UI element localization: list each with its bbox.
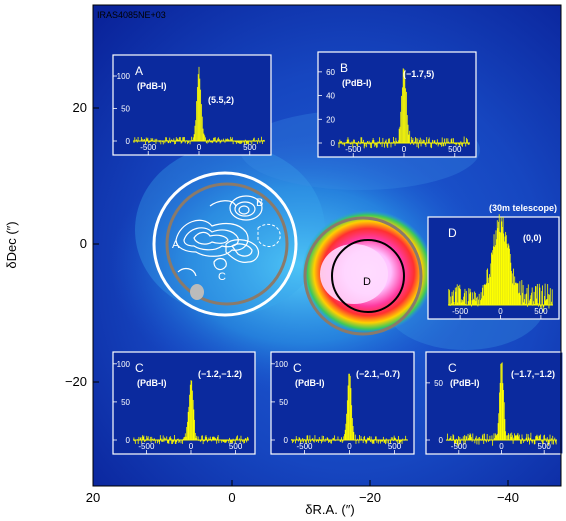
inset-x-tick-label: 0: [499, 442, 504, 451]
inset-tag: (30m telescope): [489, 203, 557, 213]
inset-y-tick-label: 100: [117, 360, 131, 369]
inset-x-tick-label: 500: [229, 442, 243, 451]
inset-coord: (−1.7,−1.2): [511, 369, 555, 379]
inset-y-tick-label: 0: [439, 436, 444, 445]
inset-y-tick-label: 20: [326, 115, 335, 124]
inset-id: D: [448, 226, 457, 240]
x-axis-label: δR.A. (″): [305, 502, 354, 517]
inset-x-tick-label: 0: [498, 307, 503, 316]
inset-tag: (PdB-I): [137, 81, 167, 91]
inset-frame: [317, 51, 477, 158]
y-tick-label: −20: [65, 374, 87, 389]
inset-y-tick-label: 50: [279, 398, 288, 407]
source-name: IRAS4085NE+03: [97, 10, 166, 20]
inset-x-tick-label: 500: [448, 145, 462, 154]
contours: [175, 195, 263, 277]
aperture-left: [152, 171, 298, 317]
inset-coord: (0,0): [523, 233, 542, 243]
inset-id: C: [448, 361, 457, 375]
inset-x-tick-label: -500: [140, 143, 157, 152]
inset-tag: (PdB-I): [450, 378, 480, 388]
y-tick-label: 20: [73, 100, 87, 115]
y-axis-ticks: −20 0 20: [65, 100, 99, 389]
y-tick-label: 0: [80, 236, 87, 251]
inset-y-tick-label: 50: [121, 105, 130, 114]
inset-tag: (PdB-I): [137, 378, 167, 388]
inset-x-tick-label: -500: [451, 442, 468, 451]
inset-y-tick-label: 40: [326, 92, 335, 101]
x-tick-label: −40: [497, 490, 519, 505]
inset-x-tick-label: 0: [402, 145, 407, 154]
region-label-c: C: [218, 271, 226, 283]
inset-id: A: [135, 64, 143, 78]
dashed-contour: [257, 223, 281, 247]
inset-spectrum-4: -500 0 500 0 50 100 C (PdB-I) (−1.2,−1.2): [112, 351, 256, 455]
inset-coord: (−1.2,−1.2): [198, 369, 242, 379]
inset-x-tick-label: -500: [296, 442, 313, 451]
inset-x-tick-label: 0: [197, 143, 202, 152]
inset-spectrum-2: -500 0 500 0 20 40 60 B (PdB-I) (−1.7,5): [317, 51, 477, 158]
inset-tag: (PdB-I): [295, 378, 325, 388]
inset-id: C: [135, 361, 144, 375]
inset-y-tick-label: 0: [284, 436, 289, 445]
inset-spectrum-5: -500 0 500 0 50 100 C (PdB-I) (−2.1,−0.7): [270, 351, 415, 455]
inset-id: B: [340, 61, 348, 75]
inset-x-tick-label: -500: [452, 307, 469, 316]
inset-coord: (5.5,2): [208, 95, 234, 105]
inset-y-tick-label: 100: [117, 72, 131, 81]
inset-x-tick-label: 0: [189, 442, 194, 451]
region-label-a: A: [172, 239, 180, 251]
inset-frame: [112, 351, 256, 455]
inset-x-tick-label: 500: [388, 442, 402, 451]
inset-tag: (PdB-I): [342, 78, 372, 88]
inset-id: C: [293, 361, 302, 375]
inset-spectrum-6: -500 0 500 0 50 C (PdB-I) (−1.7,−1.2): [425, 351, 564, 455]
aperture-outer-ring: [152, 171, 298, 317]
inset-y-tick-label: 0: [126, 436, 131, 445]
x-tick-label: −20: [359, 490, 381, 505]
region-label-b: B: [256, 197, 263, 209]
y-axis-label: δDec (″): [4, 221, 19, 268]
beam-ellipse: [190, 284, 204, 300]
aperture-d: [303, 216, 423, 336]
inset-x-tick-label: -500: [138, 442, 155, 451]
aperture-d-inner-ring: [331, 239, 405, 313]
inset-coord: (−1.7,5): [403, 69, 434, 79]
inset-y-tick-label: 50: [434, 379, 443, 388]
inset-spectrum-1: -500 0 500 0 50 100 A (PdB-I) (5.5,2): [112, 54, 272, 156]
inset-y-tick-label: 0: [126, 137, 131, 146]
inset-x-tick-label: 500: [534, 307, 548, 316]
inset-coord: (−2.1,−0.7): [356, 369, 400, 379]
inset-x-tick-label: 0: [347, 442, 352, 451]
inset-y-tick-label: 100: [275, 360, 289, 369]
inset-y-tick-label: 60: [326, 68, 335, 77]
inset-x-tick-label: -500: [345, 145, 362, 154]
region-label-d: D: [363, 276, 371, 288]
x-axis-ticks: 20 0 −20 −40: [86, 480, 519, 505]
inset-y-tick-label: 0: [331, 139, 336, 148]
x-tick-label: 0: [228, 490, 235, 505]
aperture-d-outer-ring: [303, 216, 423, 336]
inset-spectrum-3: -500 0 500 D (30m telescope) (0,0): [427, 203, 560, 320]
main-axes: 20 0 −20 −40 −20 0 20 δR.A. (″) δDec (″): [4, 4, 562, 517]
x-tick-label: 20: [86, 490, 100, 505]
aperture-inner-ring: [165, 182, 289, 306]
inset-frame: [270, 351, 415, 455]
inset-y-tick-label: 50: [121, 398, 130, 407]
inset-x-tick-label: 500: [538, 442, 552, 451]
inset-x-tick-label: 500: [243, 143, 257, 152]
region-labels: A B C D: [172, 197, 371, 288]
